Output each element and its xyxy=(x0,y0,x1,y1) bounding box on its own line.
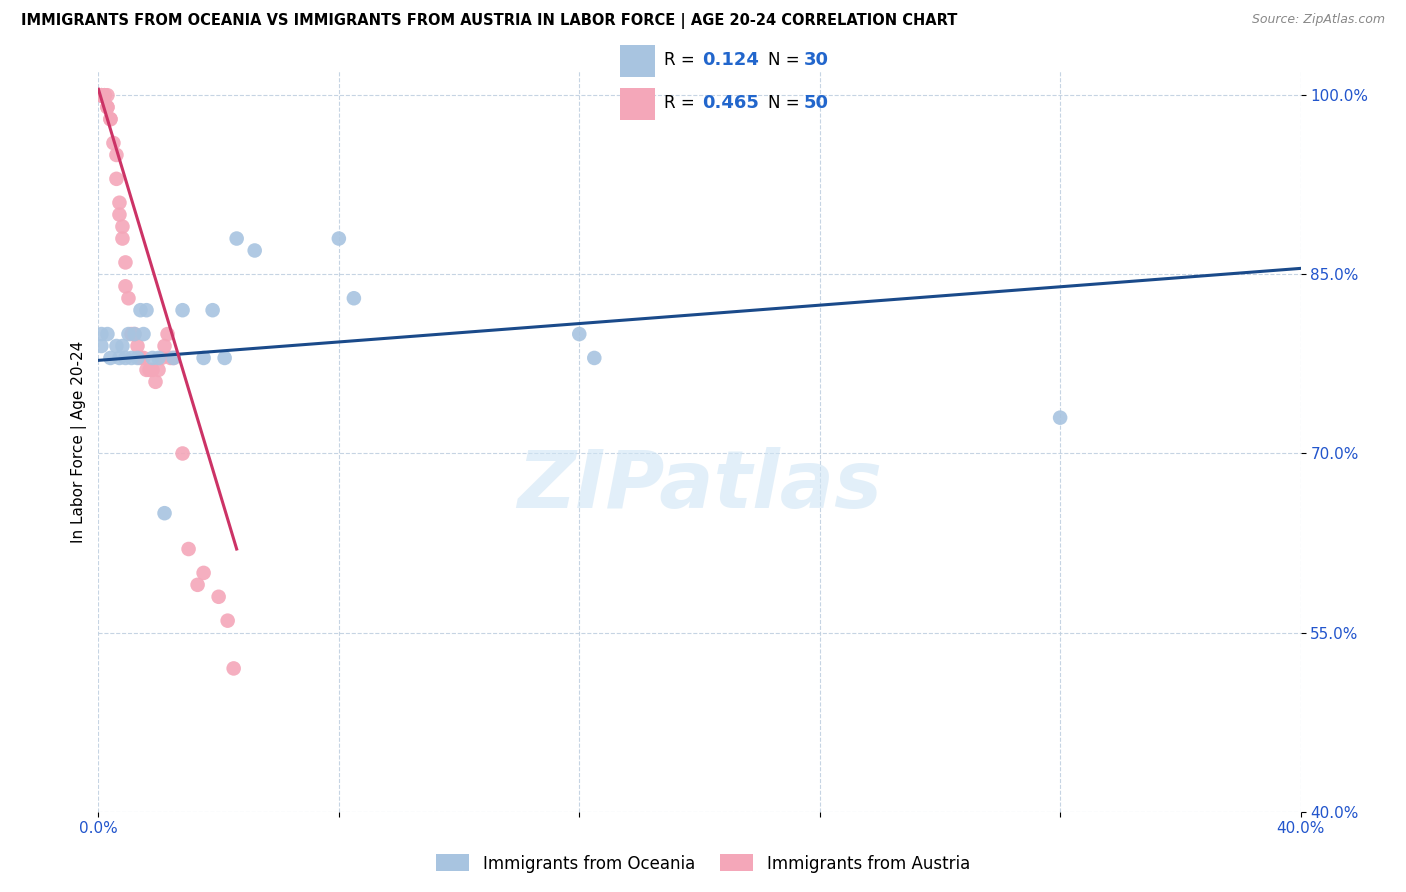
Text: IMMIGRANTS FROM OCEANIA VS IMMIGRANTS FROM AUSTRIA IN LABOR FORCE | AGE 20-24 CO: IMMIGRANTS FROM OCEANIA VS IMMIGRANTS FR… xyxy=(21,13,957,29)
Point xyxy=(141,351,163,365)
Point xyxy=(108,351,131,365)
Point xyxy=(90,339,112,353)
Point xyxy=(121,351,143,365)
Point xyxy=(145,375,167,389)
Point xyxy=(222,661,245,675)
Point xyxy=(172,303,194,318)
Point xyxy=(93,88,115,103)
Point xyxy=(90,327,112,342)
Point xyxy=(583,351,606,365)
Point xyxy=(96,88,118,103)
Text: N =: N = xyxy=(768,51,804,69)
Point xyxy=(243,244,266,258)
Point xyxy=(114,351,136,365)
Point xyxy=(124,327,146,342)
Point xyxy=(90,88,112,103)
Point xyxy=(156,327,179,342)
Point xyxy=(135,363,157,377)
Point xyxy=(105,171,128,186)
Point xyxy=(90,88,112,103)
Point xyxy=(153,506,176,520)
Text: 50: 50 xyxy=(804,95,828,112)
Point xyxy=(100,351,122,365)
Point xyxy=(193,566,215,580)
Text: 0.124: 0.124 xyxy=(702,51,759,69)
Point xyxy=(193,351,215,365)
Point xyxy=(93,88,115,103)
Point xyxy=(148,351,170,365)
Point xyxy=(568,327,591,342)
Point xyxy=(148,363,170,377)
Point xyxy=(214,351,236,365)
Point xyxy=(141,363,163,377)
Point xyxy=(127,339,149,353)
Point xyxy=(90,88,112,103)
Point xyxy=(96,100,118,114)
Point xyxy=(100,112,122,127)
Y-axis label: In Labor Force | Age 20-24: In Labor Force | Age 20-24 xyxy=(72,341,87,542)
Point xyxy=(129,351,152,365)
Point xyxy=(124,327,146,342)
Point xyxy=(177,541,200,556)
Point xyxy=(108,195,131,210)
Text: 30: 30 xyxy=(804,51,828,69)
Text: N =: N = xyxy=(768,95,804,112)
Point xyxy=(135,303,157,318)
Point xyxy=(187,578,209,592)
Point xyxy=(127,351,149,365)
Point xyxy=(172,446,194,460)
Text: R =: R = xyxy=(664,51,700,69)
Point xyxy=(153,339,176,353)
Point xyxy=(208,590,231,604)
Text: ZIPatlas: ZIPatlas xyxy=(517,447,882,525)
Legend: Immigrants from Oceania, Immigrants from Austria: Immigrants from Oceania, Immigrants from… xyxy=(429,847,977,880)
Point xyxy=(225,231,247,245)
Text: Source: ZipAtlas.com: Source: ZipAtlas.com xyxy=(1251,13,1385,27)
Point xyxy=(328,231,350,245)
Point xyxy=(132,351,155,365)
Point xyxy=(121,327,143,342)
Point xyxy=(343,291,366,305)
Point xyxy=(117,291,139,305)
Point xyxy=(111,219,134,234)
Point xyxy=(90,88,112,103)
Point xyxy=(162,351,184,365)
Point xyxy=(105,148,128,162)
Point xyxy=(150,351,173,365)
Text: 0.465: 0.465 xyxy=(702,95,759,112)
Point xyxy=(114,255,136,269)
Point xyxy=(93,88,115,103)
Point xyxy=(114,279,136,293)
Point xyxy=(100,112,122,127)
Point xyxy=(93,88,115,103)
Point xyxy=(129,303,152,318)
Point xyxy=(93,88,115,103)
Point xyxy=(90,88,112,103)
FancyBboxPatch shape xyxy=(620,88,655,120)
Point xyxy=(103,136,125,150)
Point xyxy=(90,88,112,103)
Point xyxy=(132,327,155,342)
FancyBboxPatch shape xyxy=(620,45,655,77)
Point xyxy=(117,327,139,342)
Point xyxy=(111,339,134,353)
Point xyxy=(138,363,160,377)
Point xyxy=(1049,410,1071,425)
Point xyxy=(96,327,118,342)
Point xyxy=(108,208,131,222)
Point xyxy=(111,231,134,245)
Point xyxy=(90,88,112,103)
Point xyxy=(90,88,112,103)
Point xyxy=(159,351,181,365)
Point xyxy=(96,100,118,114)
Point xyxy=(162,351,184,365)
Point xyxy=(201,303,224,318)
Point xyxy=(105,339,128,353)
Point xyxy=(217,614,239,628)
Text: R =: R = xyxy=(664,95,700,112)
